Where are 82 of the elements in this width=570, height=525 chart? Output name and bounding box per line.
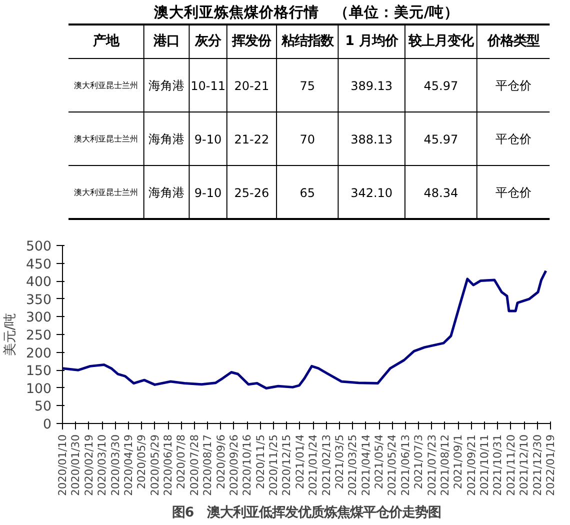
y-axis-title: 美元/吨	[2, 312, 18, 356]
text: 388.13	[350, 132, 393, 146]
x-tick-label: 2020/07/8	[174, 434, 188, 490]
y-tick-label: 300	[26, 310, 52, 326]
x-tick-label: 2021/07/3	[412, 434, 426, 490]
y-tick-label: 150	[26, 364, 52, 380]
y-tick-label: 400	[26, 275, 52, 290]
x-tick-label: 2020/02/19	[82, 434, 96, 496]
line-series	[62, 270, 548, 390]
text: 20-21	[234, 78, 270, 93]
x-tick-label: 2020/04/19	[122, 434, 135, 496]
text: 45.97	[424, 78, 458, 93]
text: 389.13	[350, 78, 393, 93]
y-tick-label: 450	[26, 257, 52, 272]
text: 9-10	[194, 132, 222, 146]
x-tick-label: 2021/01/4	[293, 434, 306, 490]
x-tick-label: 2020/07/28	[188, 434, 201, 496]
text: 21-22	[234, 132, 270, 146]
x-tick-label: 2020/06/18	[162, 434, 175, 496]
text: 342.10	[350, 186, 393, 200]
x-tick-label: 2021/12/10	[518, 434, 531, 496]
x-tick-label: 2020/03/30	[108, 434, 122, 496]
text: 海角港	[148, 185, 185, 200]
x-tick-label: 2022/01/19	[544, 434, 557, 496]
text: 25-26	[234, 186, 270, 200]
text: 9-10	[194, 186, 222, 200]
x-tick-label: 2021/01/24	[306, 434, 320, 496]
y-tick-label: 0	[43, 418, 52, 432]
x-tick-label: 2021/05/4	[372, 434, 386, 490]
text: 75	[300, 78, 316, 93]
x-tick-label: 2020/08/17	[201, 434, 214, 496]
x-tick-label: 2020/09/26	[227, 434, 240, 496]
x-tick-label: 2021/04/14	[359, 434, 372, 496]
x-tick-label: 2021/11/20	[504, 434, 518, 496]
x-tick-label: 2021/09/21	[464, 434, 478, 496]
y-tick-label: 350	[26, 292, 52, 308]
category-label: 粘结指数	[280, 34, 334, 49]
y-tick-label: 50	[34, 400, 52, 415]
text: 10-11	[190, 78, 226, 93]
x-tick-label: 2020/05/9	[135, 434, 148, 490]
y-tick-label: 500	[26, 240, 52, 254]
x-tick-label: 2020/11/25	[267, 434, 280, 496]
x-tick-label: 2021/07/23	[425, 434, 438, 496]
x-tick-label: 2021/12/30	[530, 434, 544, 496]
text: 65	[300, 186, 316, 200]
category-label: 较上月变化	[407, 33, 474, 49]
x-tick-label: 2021/03/5	[332, 434, 346, 490]
x-tick-label: 2021/09/1	[452, 434, 465, 490]
x-tick-label: 2021/08/12	[438, 434, 452, 496]
category-label: 产地	[92, 33, 120, 49]
x-tick-label: 2021/02/13	[320, 434, 333, 496]
x-tick-label: 2021/10/11	[478, 434, 492, 496]
y-tick-label: 100	[26, 382, 52, 397]
text: 70	[300, 132, 316, 146]
x-tick-label: 2020/01/30	[69, 434, 82, 496]
x-tick-label: 2021/06/13	[398, 434, 412, 496]
text: 平仓价	[495, 185, 532, 200]
x-tick-label: 2021/03/25	[346, 434, 360, 496]
text: 海角港	[148, 132, 185, 146]
text: 澳大利亚炼焦煤价格行情 （单位：美元/吨）	[152, 3, 460, 21]
x-tick-label: 2020/11/5	[254, 434, 267, 490]
category-label: 港口	[152, 34, 180, 49]
y-tick-label: 200	[26, 346, 52, 362]
text: 平仓价	[495, 78, 532, 92]
x-tick-label: 2020/05/29	[148, 434, 162, 496]
text: 海角港	[148, 78, 185, 92]
text: 45.97	[424, 132, 458, 146]
x-tick-label: 2020/03/10	[96, 434, 109, 496]
x-tick-label: 2020/10/16	[240, 434, 254, 496]
x-tick-label: 2020/09/6	[214, 434, 228, 490]
text: 48.34	[424, 186, 458, 200]
y-tick-label: 250	[26, 328, 52, 344]
text: 平仓价	[495, 132, 532, 146]
category-label: 挥发份	[231, 34, 272, 49]
x-tick-label: 2021/05/24	[386, 434, 399, 496]
x-tick-label: 2021/10/31	[491, 434, 504, 496]
x-tick-label: 2020/01/10	[56, 434, 69, 496]
category-label: 1 月均价	[345, 34, 400, 49]
category-label: 灰分	[194, 34, 222, 49]
category-label: 价格类型	[486, 34, 540, 49]
x-tick-label: 2020/12/15	[280, 434, 294, 496]
text: 图6 澳大利亚低挥发优质炼焦煤平仓价走势图	[172, 504, 442, 520]
